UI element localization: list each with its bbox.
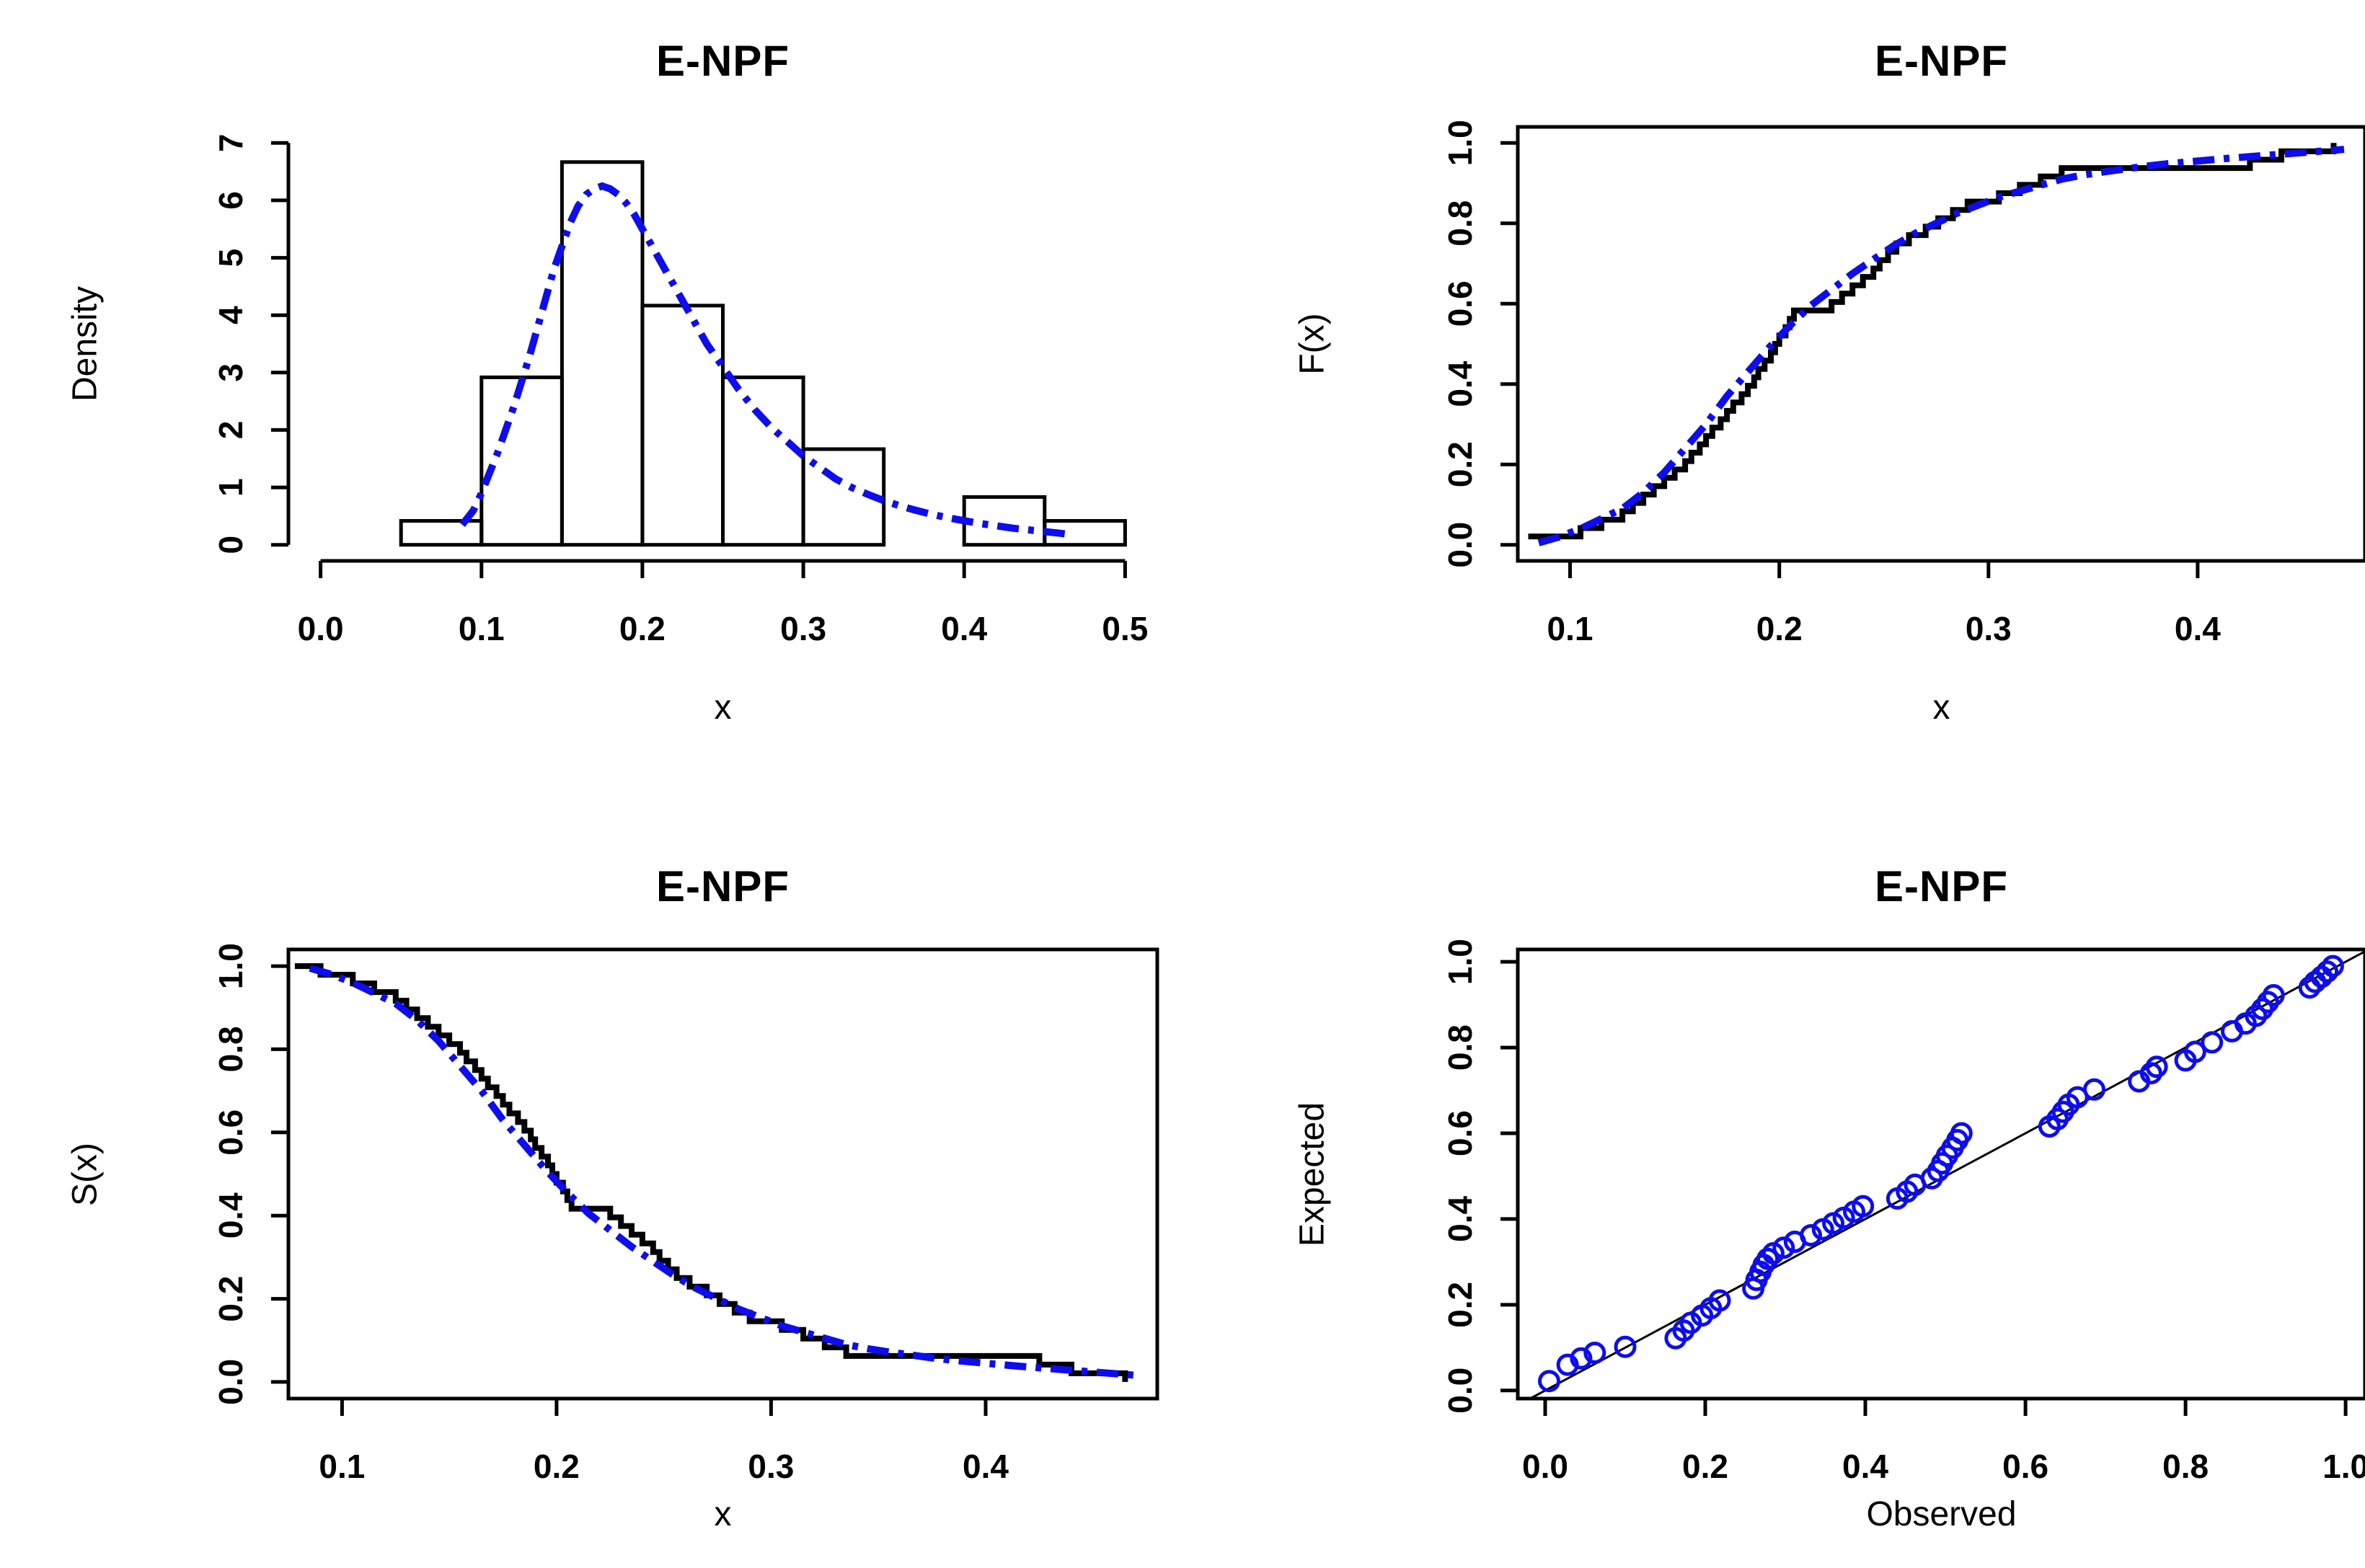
y-tick-label: 1.0: [1441, 939, 1479, 985]
pp-point: [1583, 1342, 1606, 1364]
pp-point: [2139, 1062, 2162, 1085]
y-tick-label: 6: [212, 191, 249, 210]
y-tick-label: 1.0: [1441, 120, 1479, 166]
fitted-curve: [309, 965, 1136, 1379]
pp-point: [1614, 1335, 1637, 1358]
pp-point: [1852, 1195, 1875, 1218]
y-tick-label: 0.8: [212, 1026, 249, 1072]
panel-density-histogram: E-NPF Density 0.0 0.1 0.2 0.3 0.4 0.5 0 1 2 3 4 5 6 7…: [29, 12, 1211, 790]
x-tick-label: 0.4: [1842, 1448, 1888, 1485]
y-tick-label: 5: [212, 249, 249, 267]
y-tick-label: 0.2: [1441, 1282, 1479, 1328]
panel-survival: E-NPF S(x) 0.1 0.2 0.3 0.4 0.0 0.2 0.4 0.6 0.8 1.…: [29, 789, 1211, 1568]
histogram-bar: [962, 495, 1047, 547]
pp-point: [2262, 984, 2285, 1006]
pp-point: [1772, 1236, 1795, 1259]
pp-points: [1538, 954, 2344, 1393]
x-tick-label: 0.1: [459, 610, 505, 647]
y-tick-label: 4: [212, 306, 249, 324]
pp-point: [2083, 1078, 2105, 1101]
y-tick-label: 1.0: [212, 943, 249, 989]
y-tick-label: 0.0: [212, 1359, 249, 1405]
x-tick-label: 1.0: [2322, 1448, 2365, 1485]
y-tick-label: 0.6: [1441, 1110, 1479, 1156]
pp-point: [2316, 960, 2339, 983]
x-tick-label: 0.0: [1522, 1448, 1568, 1485]
x-tick-label: 0.1: [319, 1448, 365, 1485]
y-tick-label: 0.0: [1441, 522, 1479, 568]
empirical-step-line: [1528, 143, 2337, 540]
pp-point: [2245, 1004, 2268, 1027]
plot-box: [1516, 947, 2365, 1401]
y-tick-label: 0.2: [1441, 441, 1479, 487]
x-tick-label: 0.1: [1547, 610, 1593, 647]
cdf-plot: 0.1 0.2 0.3 0.4 0.0 0.2 0.4 0.6 0.8 1.0: [1441, 120, 2365, 647]
y-tick-label: 0.4: [1441, 360, 1479, 407]
x-tick-label: 0.4: [2175, 610, 2221, 647]
pp-point: [1950, 1122, 1973, 1145]
panel-cdf: E-NPF F(x) 0.1 0.2 0.3 0.4 0.0 0.2 0.4 0.6 0.8 1.…: [1211, 12, 2365, 790]
y-tick-label: 0.2: [212, 1276, 249, 1322]
pp-point: [2201, 1031, 2224, 1054]
x-tick-label: 0.3: [1966, 610, 2012, 647]
plot-box: [1516, 125, 2365, 563]
pp-point: [2145, 1055, 2168, 1078]
x-tick-label: 0.3: [780, 610, 826, 647]
y-tick-label: 1: [212, 478, 249, 497]
y-tick-label: 7: [212, 134, 249, 153]
y-tick-label: 0.6: [1441, 280, 1479, 327]
pp-scatter-plot: 0.0 0.2 0.4 0.6 0.8 1.0 0.0 0.2 0.4 0.6 0.8 1.0: [1441, 939, 2365, 1485]
x-tick-label: 0.3: [748, 1448, 794, 1485]
x-axis-label: x: [714, 1495, 732, 1533]
survival-plot: 0.1 0.2 0.3 0.4 0.0 0.2 0.4 0.6 0.8 1.0: [212, 943, 1159, 1485]
y-tick-label: 0.0: [1441, 1368, 1479, 1414]
x-axis-label: x: [1932, 688, 1950, 727]
histogram-bar: [399, 519, 484, 547]
chart-title: E-NPF: [1875, 862, 2008, 911]
fitted-curve: [459, 182, 1074, 539]
x-tick-label: 0.2: [1756, 610, 1803, 647]
chart-title: E-NPF: [656, 37, 790, 85]
pp-point: [2321, 954, 2344, 978]
x-tick-label: 0.0: [298, 610, 344, 647]
pp-point: [1538, 1370, 1560, 1393]
panel-pp-plot: E-NPF Expected 0.0 0.2 0.4 0.6 0.8 1.0 0.0 0.2 0…: [1211, 789, 2365, 1568]
x-tick-label: 0.4: [963, 1448, 1009, 1485]
x-tick-label: 0.5: [1102, 610, 1148, 647]
x-axis-label: Observed: [1866, 1495, 2017, 1533]
chart-title: E-NPF: [656, 862, 790, 911]
x-tick-label: 0.8: [2162, 1448, 2209, 1485]
x-axis-label: x: [714, 688, 732, 727]
y-tick-label: 0.4: [212, 1192, 249, 1239]
y-tick-label: 0: [212, 536, 249, 554]
plot-box: [286, 947, 1159, 1401]
y-tick-label: 0.4: [1441, 1196, 1479, 1242]
pp-point: [1570, 1347, 1593, 1370]
x-tick-label: 0.2: [619, 610, 666, 647]
pp-point: [2183, 1040, 2206, 1063]
chart-title: E-NPF: [1875, 37, 2008, 85]
pp-point: [1708, 1289, 1731, 1312]
histogram-bar: [640, 304, 725, 547]
empirical-step-line: [294, 963, 1128, 1382]
fitted-curve: [1537, 146, 2345, 546]
x-tick-label: 0.4: [941, 610, 987, 647]
pp-point: [1756, 1247, 1780, 1270]
y-tick-label: 2: [212, 421, 249, 440]
histogram-density-plot: 0.0 0.1 0.2 0.3 0.4 0.5 0 1 2 3 4 5 6 7: [212, 134, 1148, 647]
x-tick-label: 0.2: [534, 1448, 580, 1485]
histogram-bar: [721, 375, 805, 547]
y-tick-label: 3: [212, 363, 249, 382]
pp-point: [1800, 1224, 1822, 1246]
histogram-bar: [479, 375, 564, 547]
y-tick-label: 0.8: [1441, 200, 1479, 247]
y-tick-label: 0.8: [1441, 1024, 1479, 1071]
x-tick-label: 0.6: [2002, 1448, 2048, 1485]
y-tick-label: 0.6: [212, 1109, 249, 1156]
x-tick-label: 0.2: [1682, 1448, 1728, 1485]
